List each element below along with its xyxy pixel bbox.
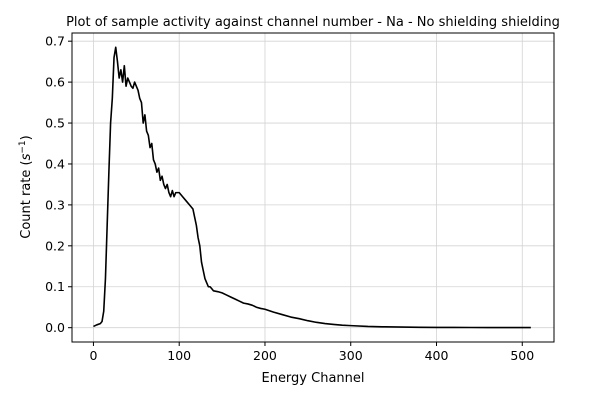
x-axis-label: Energy Channel — [261, 371, 364, 386]
y-axis-label-exponent: −1 — [18, 140, 28, 153]
y-axis-label-close: ) — [19, 135, 34, 140]
grid-lines — [72, 33, 554, 342]
y-axis-label-main: Count rate ( — [19, 160, 34, 238]
x-tick-label: 200 — [253, 348, 277, 363]
series-line — [93, 46, 531, 329]
y-tick-label: 0.2 — [45, 238, 65, 253]
y-tick-label: 0.4 — [45, 156, 65, 171]
y-tick-label: 0.7 — [45, 34, 65, 49]
plot-frame — [71, 32, 555, 343]
x-tick-label: 300 — [339, 348, 363, 363]
y-tick-label: 0.3 — [45, 197, 65, 212]
y-tick-label: 0.5 — [45, 116, 65, 131]
data-series — [93, 46, 531, 329]
axis-ticks: 0 100 200 300 400 500 0.0 0.1 0.2 0.3 0.4 0.5 0.6 0.7 — [45, 34, 534, 363]
y-axis-label-base: s — [19, 153, 34, 160]
y-tick-label: 0.1 — [45, 279, 65, 294]
x-tick-label: 500 — [510, 348, 534, 363]
y-tick-label: 0.6 — [45, 75, 65, 90]
chart-title: Plot of sample activity against channel … — [66, 15, 560, 30]
y-axis-label: Count rate (s−1) — [18, 135, 34, 239]
y-tick-label: 0.0 — [45, 320, 65, 335]
x-tick-label: 0 — [89, 348, 97, 363]
x-tick-label: 100 — [167, 348, 191, 363]
x-tick-label: 400 — [425, 348, 449, 363]
